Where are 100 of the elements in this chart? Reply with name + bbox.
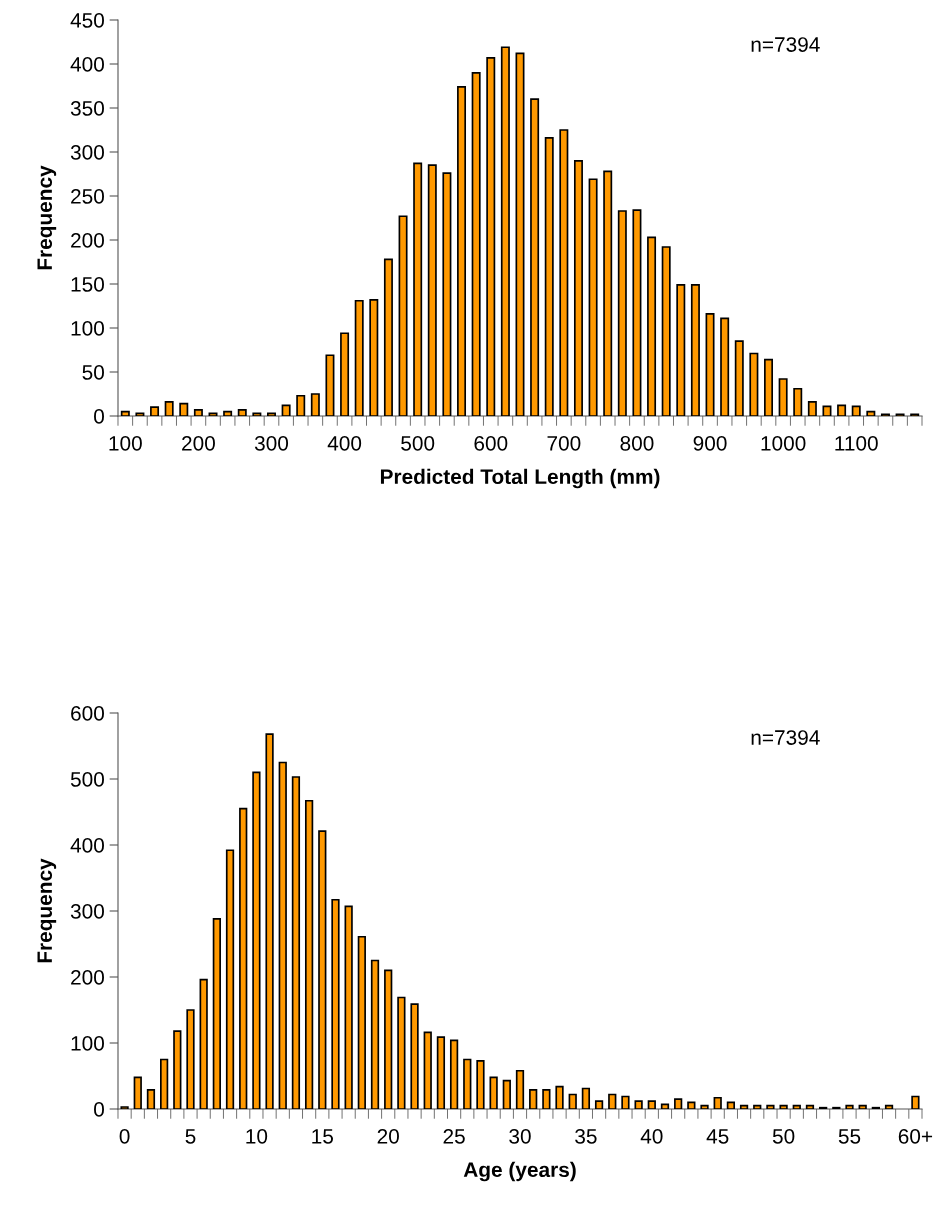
y-tick-label: 0 <box>94 1102 104 1117</box>
bar <box>858 1104 867 1109</box>
bar <box>766 1104 775 1109</box>
bar <box>457 86 467 416</box>
bar <box>632 209 642 416</box>
bar <box>792 1104 801 1109</box>
bar <box>530 98 540 416</box>
bar <box>486 57 496 416</box>
y-tick-label: 0 <box>94 409 104 424</box>
bar <box>318 830 327 1109</box>
bar <box>331 898 340 1109</box>
x-tick-label: 30 <box>509 1128 531 1144</box>
bar <box>212 918 221 1109</box>
bar <box>340 332 350 416</box>
bar <box>764 358 773 416</box>
y-tick-label: 400 <box>70 838 104 853</box>
x-axis-title: Age (years) <box>463 1161 576 1182</box>
bar <box>208 412 218 416</box>
x-tick-label: 10 <box>246 1128 268 1144</box>
y-tick-label: 250 <box>71 189 104 204</box>
bar <box>713 1096 722 1109</box>
y-tick-label: 100 <box>71 1036 104 1051</box>
bar <box>164 401 174 416</box>
bar <box>588 178 598 416</box>
bar <box>581 1087 591 1109</box>
x-tick-label: 1100 <box>835 435 878 451</box>
bar <box>753 1104 762 1109</box>
bar <box>544 137 554 416</box>
y-tick-label: 600 <box>71 706 104 721</box>
bar <box>423 1031 432 1109</box>
x-tick-label: 0 <box>119 1128 130 1144</box>
bar <box>449 1039 459 1109</box>
x-tick-label: 40 <box>640 1128 663 1144</box>
bar <box>502 1079 511 1109</box>
bar <box>594 1100 604 1109</box>
bar <box>344 905 353 1109</box>
x-tick-label: 35 <box>575 1128 597 1144</box>
bar <box>647 1100 656 1109</box>
bar <box>690 284 700 416</box>
x-tick-label: 200 <box>182 435 215 451</box>
x-tick-label: 900 <box>693 435 727 451</box>
x-tick-label: 45 <box>706 1129 729 1144</box>
bar <box>845 1104 854 1109</box>
bar <box>384 969 393 1109</box>
x-axis-title: Predicted Total Length (mm) <box>380 468 660 489</box>
bar <box>265 733 274 1109</box>
bar <box>436 1036 446 1109</box>
bar <box>500 46 510 416</box>
bar <box>660 1103 670 1109</box>
bar <box>568 1093 577 1109</box>
annotation: n=7394 <box>751 37 820 52</box>
bar <box>476 1059 485 1109</box>
bar <box>749 352 759 416</box>
bar <box>866 410 876 416</box>
bar <box>851 405 861 416</box>
bar <box>647 236 657 416</box>
bar <box>186 1009 195 1109</box>
bar <box>369 299 379 416</box>
bar <box>397 996 406 1109</box>
bar <box>398 215 408 416</box>
y-axis-title: Frequency <box>37 165 57 270</box>
bar <box>778 378 788 416</box>
y-tick-label: 200 <box>71 970 104 985</box>
bar <box>807 401 817 416</box>
y-tick-label: 200 <box>71 233 104 248</box>
bar <box>720 317 730 416</box>
bar <box>325 354 335 416</box>
bar <box>357 935 366 1109</box>
bar <box>726 1101 736 1109</box>
x-tick-label: 600 <box>474 435 508 451</box>
bar <box>687 1101 696 1109</box>
bar <box>529 1089 538 1109</box>
bar <box>805 1104 815 1109</box>
x-tick-label: 55 <box>838 1129 861 1144</box>
bar <box>383 258 393 416</box>
bar <box>304 799 314 1109</box>
y-tick-label: 400 <box>70 57 104 72</box>
y-tick-label: 100 <box>71 321 104 336</box>
bar <box>442 172 452 416</box>
x-tick-label: 25 <box>443 1128 465 1144</box>
y-tick-label: 150 <box>71 277 104 292</box>
x-tick-label: 15 <box>312 1129 334 1144</box>
x-tick-label: 400 <box>327 435 362 451</box>
y-tick-label: 300 <box>70 145 104 160</box>
bar <box>573 159 583 416</box>
bar <box>225 849 235 1109</box>
bar <box>173 1030 182 1109</box>
bar <box>413 162 423 416</box>
bar <box>793 387 803 416</box>
bar <box>884 1104 894 1109</box>
bar <box>634 1100 643 1109</box>
bar <box>291 776 301 1109</box>
bar <box>146 1089 156 1109</box>
bar <box>237 409 247 416</box>
bar <box>705 313 715 416</box>
bar <box>199 978 208 1109</box>
y-axis-title: Frequency <box>37 858 57 963</box>
bar <box>278 761 287 1109</box>
bar <box>252 771 261 1109</box>
bar <box>676 284 686 416</box>
